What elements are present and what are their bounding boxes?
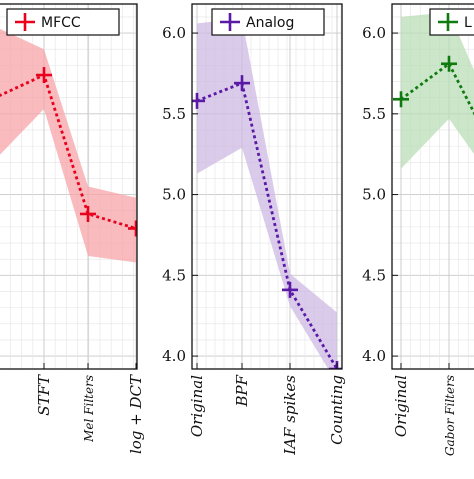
legend: Analog bbox=[211, 8, 325, 36]
y-tick-label: 5.0 bbox=[162, 186, 186, 204]
legend-box bbox=[429, 8, 474, 36]
plot-area bbox=[392, 4, 474, 369]
data-point-marker bbox=[234, 75, 250, 92]
x-category-label: BPF bbox=[233, 374, 251, 407]
uncertainty-band bbox=[0, 28, 136, 263]
y-tick-label: 4.0 bbox=[362, 347, 386, 365]
data-point-marker bbox=[80, 205, 96, 222]
plot-frame bbox=[191, 3, 343, 370]
legend: L bbox=[429, 8, 474, 36]
x-category-label: STFT bbox=[35, 374, 53, 416]
y-tick-label: 5.5 bbox=[362, 105, 386, 123]
data-point-marker bbox=[128, 220, 137, 237]
data-point-marker bbox=[441, 55, 457, 72]
y-tick-label: 6.0 bbox=[362, 24, 386, 42]
y-tick-label: 5.5 bbox=[162, 105, 186, 123]
plot-frame bbox=[391, 3, 474, 370]
uncertainty-band bbox=[401, 12, 474, 169]
y-tick-label: 6.0 bbox=[162, 24, 186, 42]
legend: MFCC bbox=[6, 8, 120, 36]
data-point-marker bbox=[36, 67, 52, 84]
legend-label: MFCC bbox=[41, 15, 81, 31]
plot-area bbox=[0, 4, 137, 369]
series-line bbox=[400, 61, 474, 116]
uncertainty-band bbox=[197, 18, 337, 369]
y-tick-label: 5.0 bbox=[362, 186, 386, 204]
legend-label: L bbox=[464, 15, 472, 31]
y-tick-label: 4.0 bbox=[162, 347, 186, 365]
x-category-label: Gabor Filters bbox=[443, 375, 457, 456]
chart-panel-third: 4.0 4.5 5.0 5.5 6.0 Original Gabor Filters L bbox=[362, 3, 474, 456]
x-category-label: log + DCT bbox=[127, 374, 145, 454]
data-point-marker bbox=[192, 92, 205, 109]
y-tick-label: 4.5 bbox=[162, 266, 186, 284]
data-point-marker bbox=[282, 281, 298, 298]
plot-frame bbox=[0, 3, 138, 370]
data-point-marker bbox=[393, 91, 409, 108]
chart-panel-analog: 4.0 4.5 5.0 5.5 6.0 Original BPF IAF spikes Coun… bbox=[162, 3, 346, 456]
x-category-label: Counting bbox=[328, 375, 346, 445]
legend-label: Analog bbox=[246, 15, 294, 31]
x-category-label: Mel Filters bbox=[82, 375, 96, 443]
x-category-label: Original bbox=[392, 375, 410, 437]
chart-panel-mfcc: STFT Mel Filters log + DCT MFCC bbox=[0, 3, 145, 454]
y-tick-label: 4.5 bbox=[362, 266, 386, 284]
series-line bbox=[196, 81, 339, 369]
x-category-label: IAF spikes bbox=[281, 375, 299, 456]
x-category-label: Original bbox=[188, 375, 206, 437]
plot-area bbox=[192, 4, 342, 369]
series-line bbox=[0, 73, 137, 230]
